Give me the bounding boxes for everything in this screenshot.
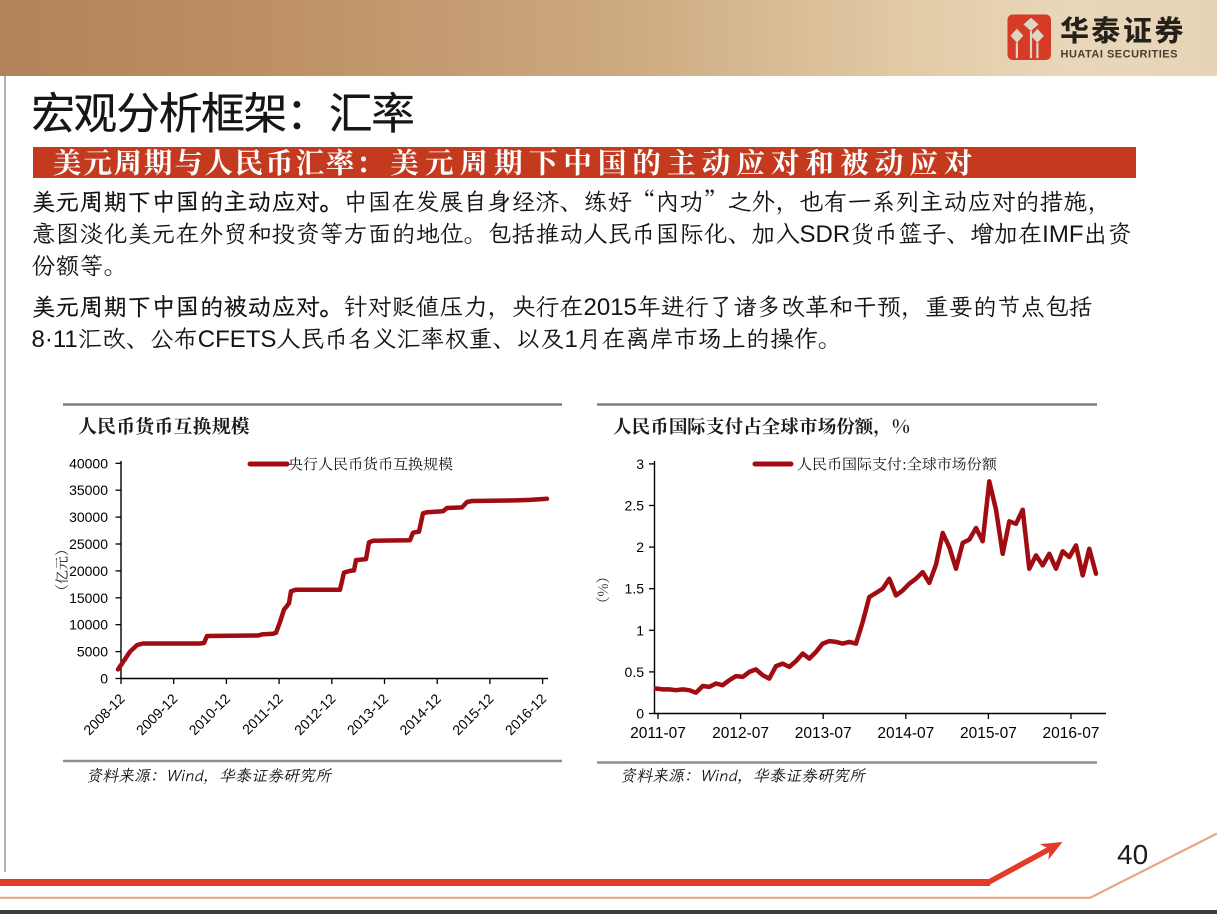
svg-text:0.5: 0.5 [625,664,645,680]
svg-text:（亿元）: （亿元） [55,542,72,598]
svg-text:2011-12: 2011-12 [239,690,286,737]
svg-text:2014-07: 2014-07 [877,725,934,742]
svg-text:人民币货币互换规模: 人民币货币互换规模 [78,412,250,439]
svg-text:2015-07: 2015-07 [960,725,1017,742]
svg-text:2011-07: 2011-07 [630,725,686,742]
svg-text:华泰证券: 华泰证券 [1060,8,1186,50]
svg-text:2010-12: 2010-12 [186,690,234,738]
svg-text:2016-07: 2016-07 [1043,725,1100,742]
svg-text:1.5: 1.5 [625,581,645,597]
svg-text:央行人民币货币互换规模: 央行人民币货币互换规模 [288,454,453,475]
svg-text:2008-12: 2008-12 [80,690,128,738]
svg-text:2014-12: 2014-12 [396,690,444,738]
svg-text:2013-12: 2013-12 [344,690,392,738]
svg-text:（%）: （%） [593,570,613,611]
svg-text:0: 0 [636,706,644,722]
svg-text:2.5: 2.5 [625,498,645,514]
svg-text:30000: 30000 [69,509,108,525]
svg-text:人民币国际支付:全球市场份额: 人民币国际支付:全球市场份额 [797,454,997,475]
svg-text:25000: 25000 [69,536,108,552]
svg-text:35000: 35000 [69,482,108,498]
svg-text:10000: 10000 [69,617,108,633]
svg-text:3: 3 [636,456,644,472]
svg-text:15000: 15000 [69,590,108,606]
svg-text:5000: 5000 [77,644,108,660]
svg-text:20000: 20000 [69,563,108,579]
svg-text:0: 0 [100,671,108,687]
svg-text:人民币国际支付占全球市场份额，%: 人民币国际支付占全球市场份额，% [613,413,910,439]
svg-text:2012-07: 2012-07 [712,725,769,742]
svg-text:2: 2 [636,539,644,555]
svg-text:2016-12: 2016-12 [502,690,550,738]
svg-text:40000: 40000 [69,455,108,471]
svg-text:1: 1 [636,622,644,638]
svg-text:2013-07: 2013-07 [795,725,852,742]
svg-text:HUATAI SECURITIES: HUATAI SECURITIES [1061,49,1179,61]
svg-text:2012-12: 2012-12 [291,690,339,738]
svg-text:2009-12: 2009-12 [133,690,181,738]
svg-text:2015-12: 2015-12 [449,690,497,738]
